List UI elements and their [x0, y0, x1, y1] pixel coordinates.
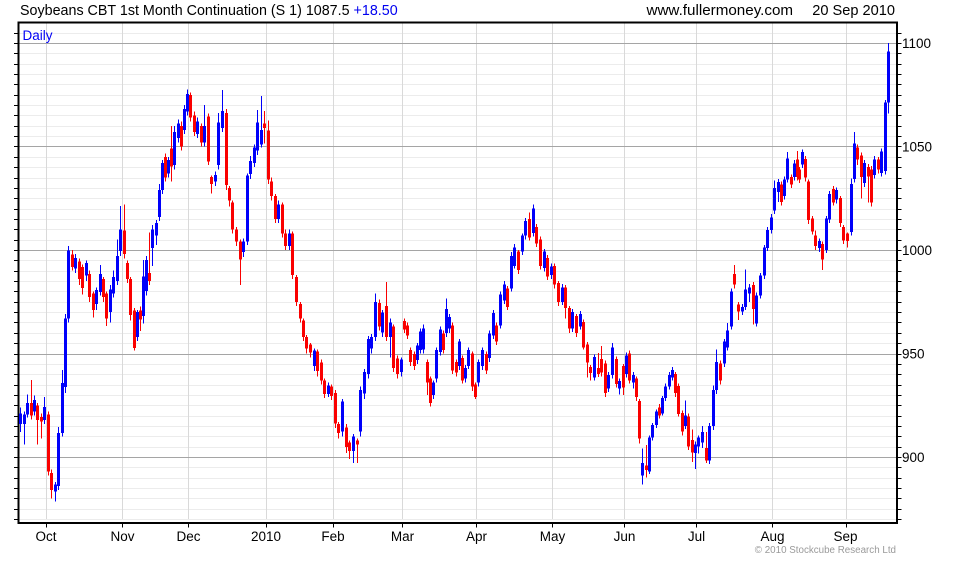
svg-text:1000: 1000: [902, 243, 932, 258]
svg-text:1100: 1100: [902, 36, 931, 51]
svg-text:Apr: Apr: [466, 529, 488, 544]
svg-text:20 Sep 2010: 20 Sep 2010: [812, 3, 895, 19]
svg-text:Dec: Dec: [176, 529, 200, 544]
svg-text:Daily: Daily: [23, 28, 53, 43]
svg-text:Mar: Mar: [391, 529, 415, 544]
svg-text:www.fullermoney.com: www.fullermoney.com: [646, 2, 794, 19]
svg-text:Aug: Aug: [760, 529, 784, 544]
svg-text:© 2010 Stockcube Research Ltd: © 2010 Stockcube Research Ltd: [755, 545, 896, 556]
svg-text:Nov: Nov: [110, 529, 134, 544]
svg-text:Jul: Jul: [688, 529, 705, 544]
svg-text:May: May: [540, 529, 566, 544]
svg-text:Oct: Oct: [35, 529, 56, 544]
svg-text:Sep: Sep: [833, 529, 857, 544]
svg-text:1050: 1050: [902, 139, 932, 154]
svg-text:Feb: Feb: [321, 529, 344, 544]
svg-text:Soybeans CBT 1st Month Continu: Soybeans CBT 1st Month Continuation (S 1…: [20, 3, 398, 19]
svg-text:2010: 2010: [251, 529, 281, 544]
svg-text:900: 900: [902, 450, 925, 465]
svg-text:950: 950: [902, 346, 925, 361]
svg-text:Jun: Jun: [614, 529, 636, 544]
